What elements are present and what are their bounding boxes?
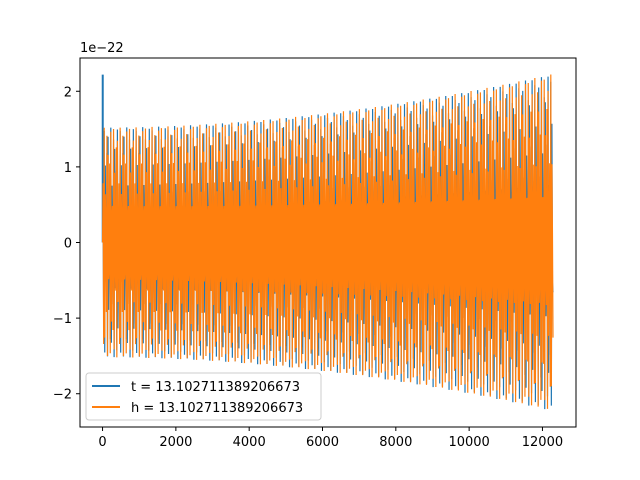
legend-label-series-2: h = 13.102711389206673 [131,401,303,416]
x-tick-label: 4000 [233,435,266,450]
legend: t = 13.102711389206673 h = 13.1027113892… [86,373,321,420]
x-tick-label: 0 [98,435,106,450]
x-tick-label: 2000 [159,435,192,450]
x-tick-label: 6000 [306,435,339,450]
x-tick-label: 10000 [448,435,489,450]
y-tick-label: 2 [64,85,72,100]
x-tick-label: 12000 [522,435,563,450]
y-tick-label: 1 [64,161,72,176]
x-tick-label: 8000 [379,435,412,450]
y-tick-label: −2 [53,388,72,403]
y-tick-label: 0 [64,237,72,252]
y-tick-label: −1 [53,312,72,327]
y-offset-label: 1e−22 [80,41,124,56]
legend-label-series-1: t = 13.102711389206673 [131,380,300,395]
